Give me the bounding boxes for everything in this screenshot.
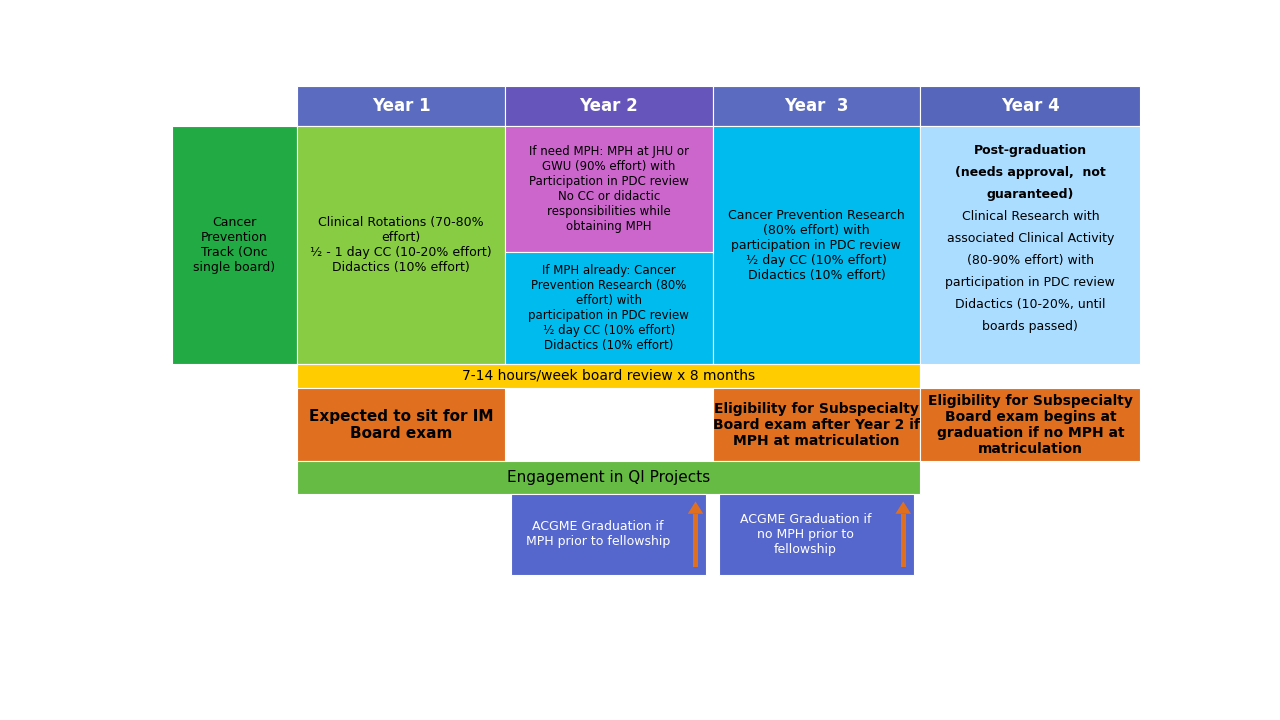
Bar — [901, 514, 906, 567]
Text: ACGME Graduation if
MPH prior to fellowship: ACGME Graduation if MPH prior to fellows… — [526, 520, 669, 548]
FancyBboxPatch shape — [713, 86, 920, 127]
FancyBboxPatch shape — [297, 388, 504, 462]
Text: ACGME Graduation if
no MPH prior to
fellowship: ACGME Graduation if no MPH prior to fell… — [740, 513, 872, 556]
FancyBboxPatch shape — [297, 86, 504, 127]
Text: If need MPH: MPH at JHU or
GWU (90% effort) with
Participation in PDC review
No : If need MPH: MPH at JHU or GWU (90% effo… — [529, 145, 689, 233]
Text: Eligibility for Subspecialty
Board exam after Year 2 if
MPH at matriculation: Eligibility for Subspecialty Board exam … — [713, 402, 920, 448]
FancyBboxPatch shape — [504, 86, 713, 127]
Text: Cancer Prevention Research
(80% effort) with
participation in PDC review
½ day C: Cancer Prevention Research (80% effort) … — [728, 209, 905, 282]
Text: (needs approval,  not: (needs approval, not — [955, 166, 1106, 179]
Text: boards passed): boards passed) — [982, 320, 1078, 333]
Text: 7-14 hours/week board review x 8 months: 7-14 hours/week board review x 8 months — [462, 369, 755, 383]
FancyBboxPatch shape — [297, 462, 920, 494]
Text: Year 2: Year 2 — [580, 97, 639, 115]
Text: Didactics (10-20%, until: Didactics (10-20%, until — [955, 298, 1106, 311]
FancyBboxPatch shape — [713, 127, 920, 364]
FancyBboxPatch shape — [511, 494, 707, 575]
Polygon shape — [896, 501, 911, 514]
Text: Engagement in QI Projects: Engagement in QI Projects — [507, 470, 710, 485]
Text: Cancer
Prevention
Track (Onc
single board): Cancer Prevention Track (Onc single boar… — [193, 216, 275, 274]
FancyBboxPatch shape — [713, 388, 920, 462]
Text: Year  3: Year 3 — [785, 97, 849, 115]
FancyBboxPatch shape — [172, 127, 297, 364]
FancyBboxPatch shape — [504, 127, 713, 252]
Text: associated Clinical Activity: associated Clinical Activity — [947, 232, 1114, 245]
Text: Post-graduation: Post-graduation — [974, 144, 1087, 157]
FancyBboxPatch shape — [297, 364, 920, 388]
Text: If MPH already: Cancer
Prevention Research (80%
effort) with
participation in PD: If MPH already: Cancer Prevention Resear… — [529, 264, 689, 352]
FancyBboxPatch shape — [920, 86, 1140, 127]
Polygon shape — [687, 501, 703, 514]
Text: guaranteed): guaranteed) — [987, 188, 1074, 201]
Text: Clinical Research with: Clinical Research with — [961, 210, 1100, 223]
Text: participation in PDC review: participation in PDC review — [946, 276, 1115, 289]
Text: Year 4: Year 4 — [1001, 97, 1060, 115]
Text: Expected to sit for IM
Board exam: Expected to sit for IM Board exam — [308, 409, 493, 441]
FancyBboxPatch shape — [719, 494, 914, 575]
FancyBboxPatch shape — [504, 252, 713, 364]
FancyBboxPatch shape — [920, 388, 1140, 462]
FancyBboxPatch shape — [920, 127, 1140, 364]
Text: Clinical Rotations (70-80%
effort)
½ - 1 day CC (10-20% effort)
Didactics (10% e: Clinical Rotations (70-80% effort) ½ - 1… — [310, 216, 492, 274]
FancyBboxPatch shape — [297, 127, 504, 364]
Bar — [692, 514, 698, 567]
Text: Year 1: Year 1 — [371, 97, 430, 115]
Text: Eligibility for Subspecialty
Board exam begins at
graduation if no MPH at
matric: Eligibility for Subspecialty Board exam … — [928, 394, 1133, 456]
Text: (80-90% effort) with: (80-90% effort) with — [966, 254, 1094, 267]
